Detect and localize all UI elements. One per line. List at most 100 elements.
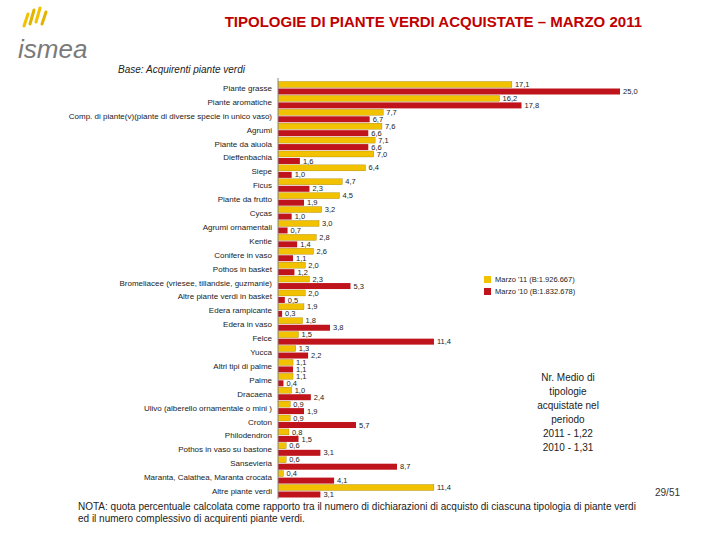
data-label: 6,6 <box>371 129 381 138</box>
data-label: 4,5 <box>343 191 353 200</box>
category-label: Maranta, Calathea, Maranta crocata <box>144 473 273 482</box>
note: NOTA: quota percentuale calcolata come r… <box>78 501 638 525</box>
bar <box>278 457 286 463</box>
category-label: Agrumi <box>247 126 273 135</box>
logo-stroke <box>30 10 34 24</box>
annotation-line: tipologie <box>549 386 587 397</box>
bar <box>278 109 383 115</box>
data-label: 0,3 <box>285 309 295 318</box>
data-label: 2,4 <box>314 393 324 402</box>
data-labels: 17,116,27,77,67,17,06,44,74,53,23,02,82,… <box>285 80 638 499</box>
data-label: 1,5 <box>302 330 312 339</box>
data-label: 25,0 <box>623 87 638 96</box>
category-label: Palme <box>249 376 272 385</box>
data-label: 1,4 <box>300 240 310 249</box>
data-label: 3,8 <box>333 323 343 332</box>
data-label: 1,3 <box>299 344 309 353</box>
category-label: Yucca <box>250 348 272 357</box>
data-label: 0,6 <box>289 455 299 464</box>
bar <box>278 214 292 220</box>
category-label: Croton <box>248 418 272 427</box>
bar <box>278 359 293 365</box>
data-label: 8,7 <box>400 462 410 471</box>
bar <box>278 485 434 491</box>
category-label: Piante aromatiche <box>208 98 273 107</box>
category-label: Edera in vaso <box>223 320 272 329</box>
logo-stroke <box>24 14 28 26</box>
bar <box>278 116 370 122</box>
category-label: Sansevieria <box>230 459 272 468</box>
category-label: Siepe <box>252 167 273 176</box>
data-label: 7,6 <box>385 122 395 131</box>
data-label: 1,9 <box>307 407 317 416</box>
bar <box>278 429 289 435</box>
data-label: 6,7 <box>373 115 383 124</box>
data-label: 2,8 <box>319 233 329 242</box>
data-label: 4,7 <box>345 177 355 186</box>
bar <box>278 422 356 428</box>
logo-text: ismea <box>18 34 87 64</box>
category-labels: Piante grassePiante aromaticheComp. di p… <box>69 84 273 496</box>
category-label: Cycas <box>250 209 272 218</box>
bar <box>278 255 293 261</box>
category-label: Conifere in vaso <box>214 251 272 260</box>
data-label: 6,4 <box>369 163 379 172</box>
bars <box>278 82 620 498</box>
bar <box>278 297 285 303</box>
data-label: 2,3 <box>312 184 322 193</box>
bar <box>278 137 375 143</box>
category-label: Altre piante verdi <box>212 487 272 496</box>
logo: ismea <box>18 8 87 64</box>
bar <box>278 102 522 108</box>
bar <box>278 200 304 206</box>
data-label: 0,9 <box>293 414 303 423</box>
legend: Marzo '11 (B:1.926.667) Marzo '10 (B:1.83… <box>484 275 576 296</box>
bar <box>278 179 342 185</box>
bar <box>278 172 292 178</box>
subtitle: Base: Acquirenti piante verdi <box>118 64 245 75</box>
bar <box>278 269 294 275</box>
data-label: 1,0 <box>295 212 305 221</box>
category-label: Ficus <box>253 181 272 190</box>
legend-swatch <box>484 288 491 295</box>
legend-label: Marzo '11 (B:1.926.667) <box>495 275 575 284</box>
bar <box>278 346 296 352</box>
bar <box>278 366 293 372</box>
bar <box>278 158 300 164</box>
bar <box>278 311 282 317</box>
annotation-line: 2011 - 1,22 <box>543 428 593 439</box>
bar <box>278 332 299 338</box>
data-label: 4,1 <box>337 476 347 485</box>
title: TIPOLOGIE DI PIANTE VERDI ACQUISTATE – M… <box>202 12 642 31</box>
data-label: 1,6 <box>303 157 313 166</box>
category-label: Pothos in vaso su bastone <box>178 445 272 454</box>
logo-stroke <box>42 12 46 24</box>
annotation-line: periodo <box>551 414 585 425</box>
data-label: 6,6 <box>371 143 381 152</box>
data-label: 3,1 <box>323 490 333 499</box>
category-label: Piante da frutto <box>218 195 273 204</box>
data-label: 0,7 <box>291 226 301 235</box>
category-label: Edera rampicante <box>209 306 273 315</box>
data-label: 11,4 <box>437 337 451 346</box>
legend-label: Marzo '10 (B:1.832.678) <box>495 287 576 296</box>
data-label: 0,4 <box>286 379 296 388</box>
data-label: 7,7 <box>386 108 396 117</box>
data-label: 1,8 <box>306 316 316 325</box>
category-label: Ulivo (alberello ornamentale o mini ) <box>144 404 272 413</box>
data-label: 3,1 <box>323 448 333 457</box>
category-label: Pothos in basket <box>213 265 273 274</box>
bar <box>278 478 334 484</box>
category-label: Philodendron <box>225 431 272 440</box>
annotation: Nr. Medio ditipologieacquistate nelperio… <box>515 366 621 462</box>
legend-swatch <box>484 276 491 283</box>
bar <box>278 318 303 324</box>
page-number: 29/51 <box>655 487 680 498</box>
data-label: 1,9 <box>307 198 317 207</box>
bar <box>278 387 292 393</box>
data-label: 1,1 <box>296 254 306 263</box>
bar <box>278 130 368 136</box>
data-label: 17,1 <box>515 80 530 89</box>
category-label: Piante grasse <box>223 84 272 93</box>
category-label: Bromeliacee (vriesee, tillandsie, guzman… <box>119 279 272 288</box>
